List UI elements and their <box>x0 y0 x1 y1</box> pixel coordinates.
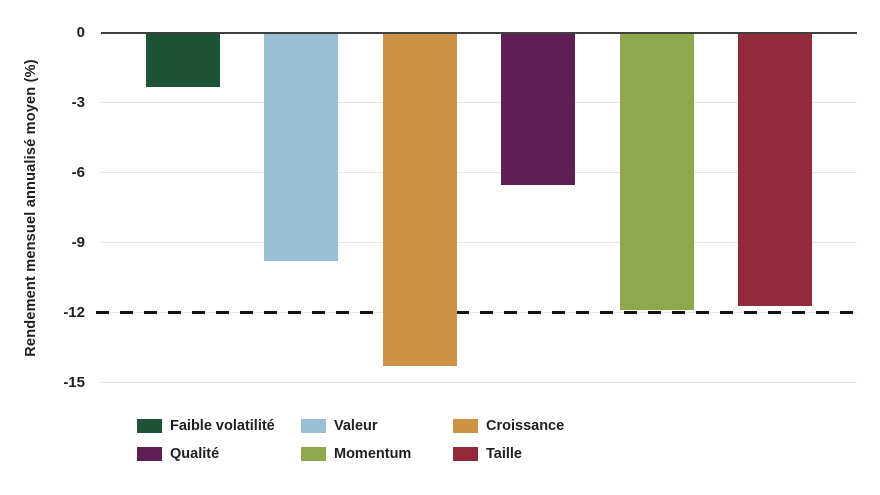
gridline <box>101 102 857 104</box>
gridline <box>101 172 857 174</box>
legend-swatch <box>301 419 326 433</box>
legend-label: Taille <box>486 446 522 462</box>
legend-item-croissance: Croissance <box>453 417 564 435</box>
legend-label: Valeur <box>334 418 378 434</box>
bar-croissance <box>382 33 457 367</box>
bar-faible-volatilite <box>146 33 220 87</box>
bar-valeur <box>264 33 339 262</box>
legend-item-valeur: Valeur <box>301 417 378 435</box>
legend-label: Croissance <box>486 418 565 434</box>
legend-label: Faible volatilité <box>170 418 275 434</box>
legend-swatch <box>453 419 478 433</box>
y-tick-label: -3 <box>71 93 85 111</box>
legend-swatch <box>137 447 162 461</box>
legend-swatch <box>137 419 162 433</box>
legend-item-momentum: Momentum <box>301 445 411 463</box>
legend-swatch <box>301 447 326 461</box>
bar-qualite <box>501 33 576 185</box>
y-tick-label: -9 <box>71 233 85 251</box>
legend-label: Momentum <box>334 446 412 462</box>
legend-item-qualite: Qualité <box>137 445 219 463</box>
plot-area <box>96 32 864 383</box>
bar-taille <box>738 33 812 306</box>
y-tick-label: -15 <box>63 373 85 391</box>
y-tick-label: 0 <box>76 24 85 41</box>
legend-label: Qualité <box>170 446 220 462</box>
x-axis-line <box>101 32 857 34</box>
gridline <box>101 242 857 244</box>
gridline <box>101 382 857 383</box>
legend-item-faible-volatilite: Faible volatilité <box>137 417 275 435</box>
legend-swatch <box>453 447 478 461</box>
legend-item-taille: Taille <box>453 445 522 463</box>
y-tick-label: -12 <box>63 303 85 321</box>
bar-momentum <box>619 33 694 311</box>
reference-line <box>96 311 864 315</box>
legend: Faible volatilité Valeur Croissance Qualité… <box>137 417 817 477</box>
y-tick-label: -6 <box>71 163 85 181</box>
